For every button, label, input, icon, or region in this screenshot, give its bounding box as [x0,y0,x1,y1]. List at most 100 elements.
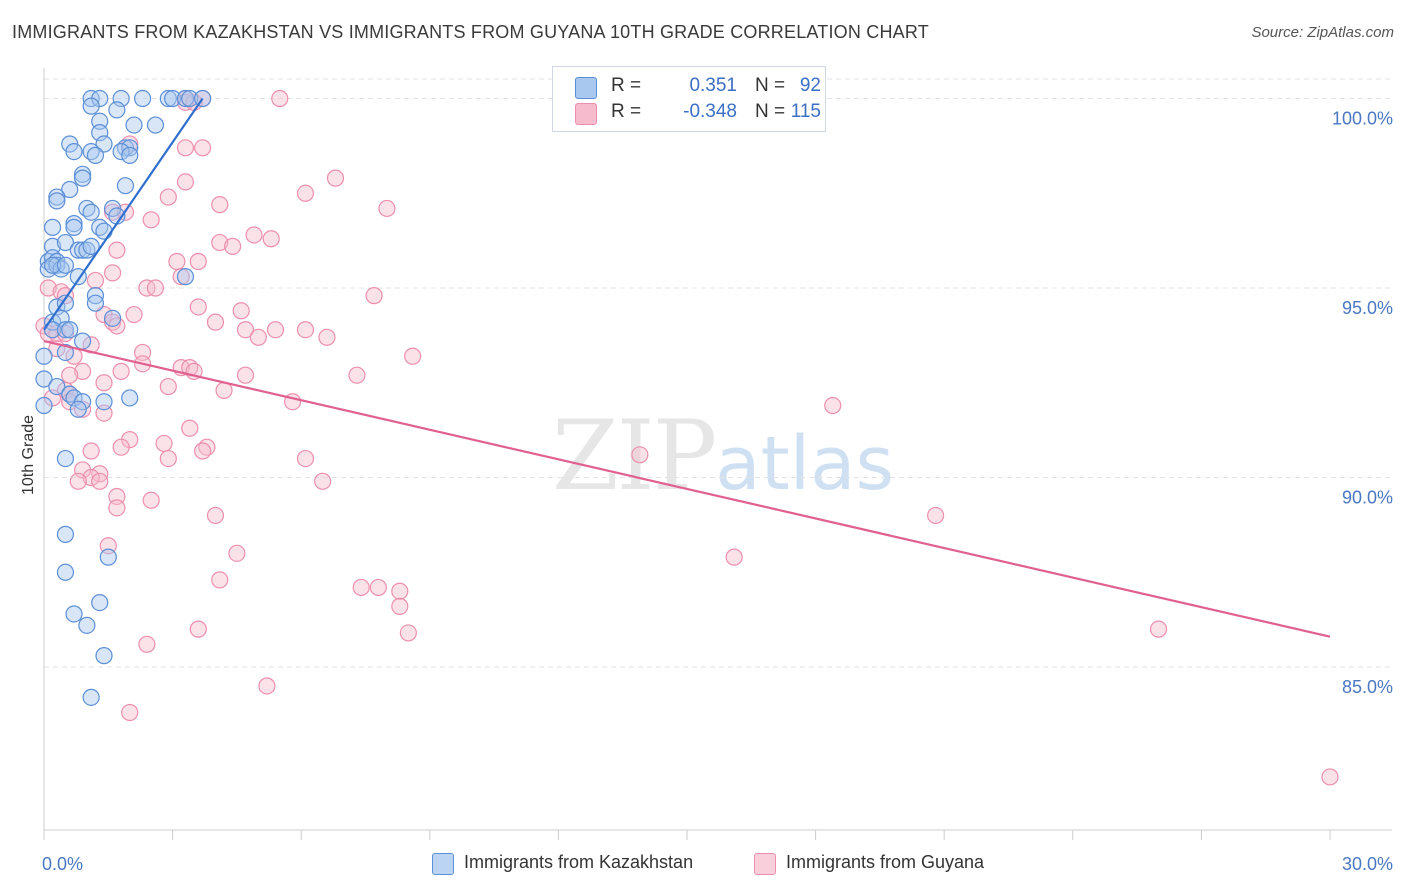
data-point [399,624,417,642]
legend-swatch-blue [575,77,597,99]
data-point [232,302,250,320]
data-point [69,472,87,490]
data-point [189,252,207,271]
data-point [82,442,100,460]
data-point [82,468,100,487]
data-point [236,366,255,384]
r-value-kazakhstan: 0.351 [689,75,737,96]
data-point [211,233,229,252]
data-point [91,124,109,142]
data-point [95,647,113,665]
data-point [314,472,332,490]
data-point [56,256,75,274]
legend-label-kazakhstan: Immigrants from Kazakhstan [464,852,694,872]
guyana-points [35,89,1339,786]
data-point [56,343,75,362]
n-label: N = [755,75,786,96]
data-point [82,688,100,706]
data-point [181,419,199,437]
data-point [52,309,70,327]
n-value-guyana: 115 [790,101,821,122]
legend-swatch-pink [575,103,597,125]
data-point [108,241,126,259]
data-point [121,389,139,407]
correlation-legend: R = 0.351 N = 92 R = -0.348 N = 115 [552,66,826,132]
data-point [133,89,152,108]
n-value-kazakhstan: 92 [799,75,821,96]
data-point [43,256,62,274]
x-tick-label: 0.0% [42,854,83,874]
data-point [82,203,100,221]
data-point [296,184,315,202]
watermark: ZIPatlas [552,400,894,512]
data-point [95,222,113,240]
data-point [82,237,100,255]
data-point [391,597,409,615]
data-point [159,377,177,396]
data-point [73,362,92,381]
data-point [258,677,276,695]
x-tick-label: 30.0% [1342,854,1393,874]
data-point [91,472,109,490]
data-point [176,139,195,157]
axes [43,68,1392,840]
data-point [65,215,83,233]
data-point [249,328,267,346]
data-point [99,548,117,566]
chart-title: IMMIGRANTS FROM KAZAKHSTAN VS IMMIGRANTS… [12,22,929,42]
data-point [61,180,79,199]
data-point [348,366,366,384]
data-point [245,226,263,244]
trend-line-guyana [43,340,1331,638]
data-point [927,506,945,525]
data-point [95,135,113,153]
r-label: R = [611,75,642,96]
data-point [35,347,53,365]
data-point [266,321,285,339]
data-point [224,237,242,255]
data-point [159,188,177,206]
data-point [194,139,212,157]
data-point [86,271,105,290]
kazakhstan-points [35,89,212,706]
data-point [146,279,165,297]
trend-line-kazakhstan [43,97,204,331]
series-legend: Immigrants from Kazakhstan Immigrants fr… [0,850,1406,880]
data-point [1321,768,1339,786]
data-point [65,142,83,161]
y-tick-label: 85.0% [1342,677,1393,697]
data-point [206,506,225,525]
data-point [164,89,182,108]
r-value-guyana: -0.348 [683,101,737,122]
data-point [108,499,126,517]
data-point [73,241,92,259]
data-point [95,374,113,392]
data-point [56,449,75,468]
data-point [326,169,345,187]
data-point [103,264,122,282]
data-point [211,571,229,589]
data-point [112,362,130,381]
data-point [78,616,96,634]
data-point [365,287,383,305]
data-point [69,400,87,418]
data-point [296,449,315,468]
data-point [176,268,195,286]
data-point [35,396,53,415]
data-point [95,393,113,411]
data-point [65,389,83,407]
data-point [112,142,130,161]
data-point [391,582,409,600]
data-point [56,233,75,252]
data-point [378,199,396,218]
watermark-atlas: atlas [715,421,895,507]
data-point [236,321,255,339]
data-point [86,294,105,312]
data-point [39,279,57,297]
data-point [211,196,229,214]
data-point [176,173,195,191]
data-point [121,146,139,164]
data-point [116,177,135,195]
data-point [369,578,387,597]
data-point [121,703,139,722]
